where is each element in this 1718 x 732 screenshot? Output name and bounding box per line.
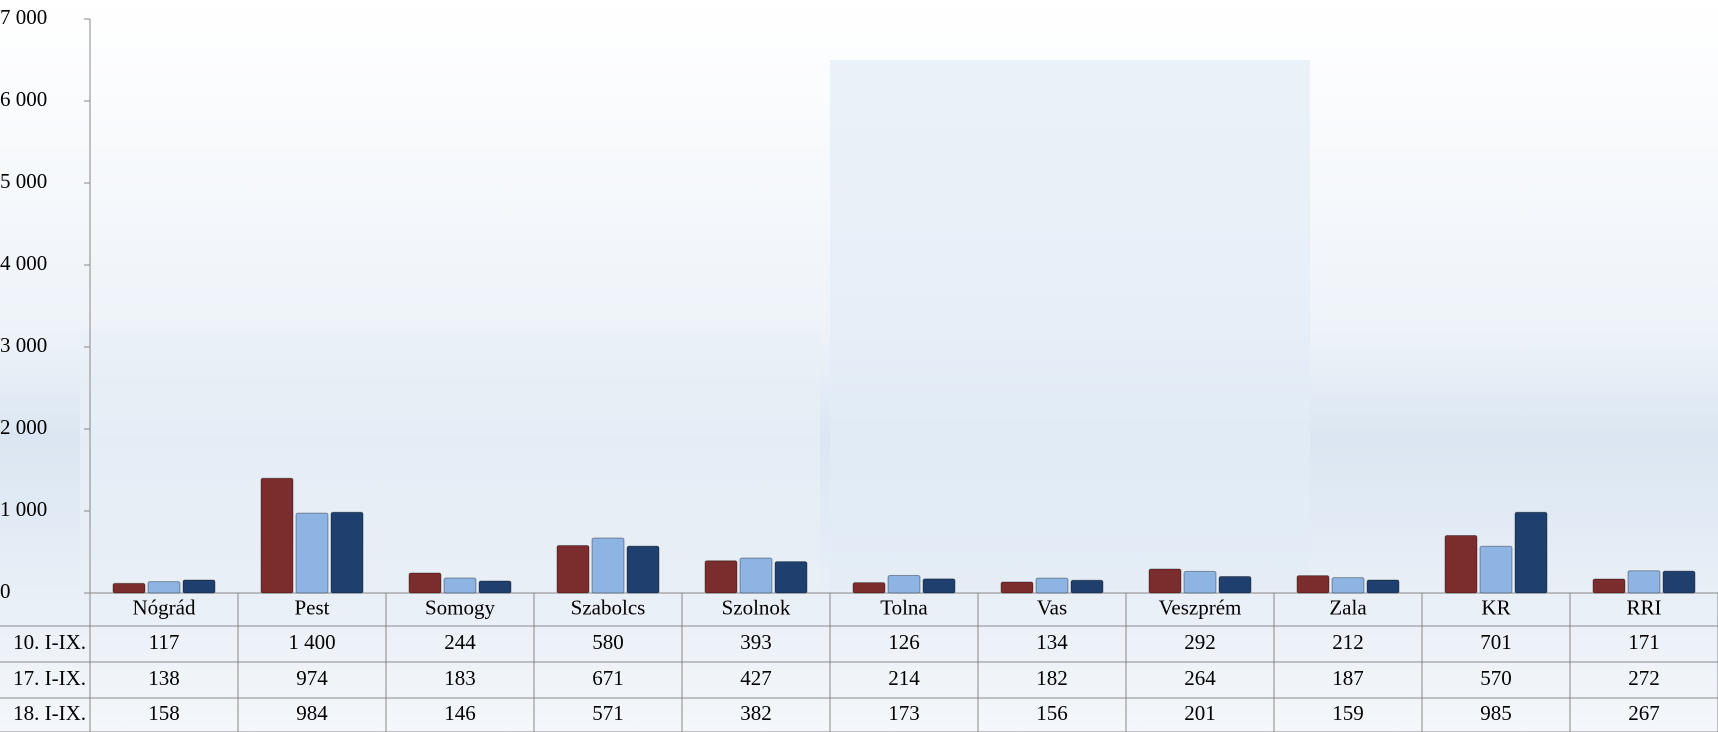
table-cell: 292 bbox=[1184, 630, 1216, 654]
bar bbox=[1515, 512, 1547, 593]
bar bbox=[1071, 580, 1103, 593]
table-cell: 570 bbox=[1480, 666, 1512, 690]
x-tick-label: Nógrád bbox=[133, 595, 196, 619]
table-cell: 201 bbox=[1184, 701, 1216, 725]
table-cell: 580 bbox=[592, 630, 624, 654]
chart: 0 1 000 2 000 3 000 4 000 5 000 6 000 7 000 Nógr… bbox=[0, 0, 1718, 732]
x-tick-label: Somogy bbox=[425, 595, 496, 619]
bar bbox=[557, 545, 589, 593]
bar bbox=[627, 546, 659, 593]
bar bbox=[113, 583, 145, 593]
table-cell: 146 bbox=[444, 701, 476, 725]
bar bbox=[888, 575, 920, 593]
bar bbox=[1445, 536, 1477, 593]
bar bbox=[1663, 571, 1695, 593]
y-tick-label: 0 bbox=[0, 579, 11, 603]
bar bbox=[444, 578, 476, 593]
bar bbox=[923, 579, 955, 593]
bar bbox=[775, 562, 807, 593]
table-cell: 393 bbox=[740, 630, 772, 654]
bar bbox=[1219, 577, 1251, 593]
table-cell: 671 bbox=[592, 666, 624, 690]
x-tick-label: Pest bbox=[294, 595, 329, 619]
bar bbox=[1593, 579, 1625, 593]
x-tick-label: RRI bbox=[1626, 595, 1661, 619]
legend-label: 18. I-IX. bbox=[13, 701, 86, 725]
y-tick-label: 2 000 bbox=[0, 415, 47, 439]
table-cell: 182 bbox=[1036, 666, 1068, 690]
table-cell: 382 bbox=[740, 701, 772, 725]
table-cell: 272 bbox=[1628, 666, 1660, 690]
bar bbox=[1036, 578, 1068, 593]
bar bbox=[261, 478, 293, 593]
x-tick-label: Zala bbox=[1329, 595, 1367, 619]
bar bbox=[592, 538, 624, 593]
background-building bbox=[830, 60, 1310, 590]
bar bbox=[409, 573, 441, 593]
x-tick-label: Tolna bbox=[880, 595, 928, 619]
bar bbox=[1149, 569, 1181, 593]
x-tick-label: Veszprém bbox=[1159, 595, 1242, 619]
x-tick-label: KR bbox=[1481, 595, 1510, 619]
bar bbox=[296, 513, 328, 593]
table-cell: 212 bbox=[1332, 630, 1364, 654]
table-cell: 126 bbox=[888, 630, 920, 654]
background-building bbox=[80, 330, 820, 590]
table-cell: 173 bbox=[888, 701, 920, 725]
bar bbox=[1332, 578, 1364, 593]
table-cell: 264 bbox=[1184, 666, 1216, 690]
bar bbox=[1367, 580, 1399, 593]
bar bbox=[1480, 546, 1512, 593]
table-cell: 1 400 bbox=[288, 630, 335, 654]
table-cell: 571 bbox=[592, 701, 624, 725]
bar bbox=[740, 558, 772, 593]
table-cell: 985 bbox=[1480, 701, 1512, 725]
table-cell: 183 bbox=[444, 666, 476, 690]
x-tick-label: Szabolcs bbox=[571, 595, 646, 619]
y-tick-label: 6 000 bbox=[0, 87, 47, 111]
bar bbox=[331, 512, 363, 593]
table-cell: 244 bbox=[444, 630, 476, 654]
x-tick-label: Szolnok bbox=[722, 595, 791, 619]
bar bbox=[853, 583, 885, 593]
page: 0 1 000 2 000 3 000 4 000 5 000 6 000 7 000 Nógr… bbox=[0, 0, 1718, 732]
bar bbox=[1297, 576, 1329, 593]
x-tick-label: Vas bbox=[1037, 595, 1067, 619]
bar bbox=[148, 582, 180, 593]
table-cell: 974 bbox=[296, 666, 328, 690]
bar bbox=[705, 561, 737, 593]
table-cell: 158 bbox=[148, 701, 180, 725]
table-cell: 187 bbox=[1332, 666, 1364, 690]
legend-label: 17. I-IX. bbox=[13, 666, 86, 690]
bar bbox=[183, 580, 215, 593]
y-tick-label: 7 000 bbox=[0, 5, 47, 29]
table-cell: 134 bbox=[1036, 630, 1068, 654]
table-cell: 171 bbox=[1628, 630, 1660, 654]
bar bbox=[1001, 582, 1033, 593]
y-tick-label: 4 000 bbox=[0, 251, 47, 275]
bar bbox=[479, 581, 511, 593]
table-cell: 214 bbox=[888, 666, 920, 690]
y-tick-label: 1 000 bbox=[0, 497, 47, 521]
table-cell: 159 bbox=[1332, 701, 1364, 725]
table-cell: 984 bbox=[296, 701, 328, 725]
table-cell: 427 bbox=[740, 666, 772, 690]
table-cell: 156 bbox=[1036, 701, 1068, 725]
legend-label: 10. I-IX. bbox=[13, 630, 86, 654]
y-tick-label: 3 000 bbox=[0, 333, 47, 357]
table-cell: 117 bbox=[149, 630, 180, 654]
table-cell: 267 bbox=[1628, 701, 1660, 725]
table-cell: 138 bbox=[148, 666, 180, 690]
y-tick-label: 5 000 bbox=[0, 169, 47, 193]
bar bbox=[1184, 571, 1216, 593]
table-cell: 701 bbox=[1480, 630, 1512, 654]
bar bbox=[1628, 571, 1660, 593]
